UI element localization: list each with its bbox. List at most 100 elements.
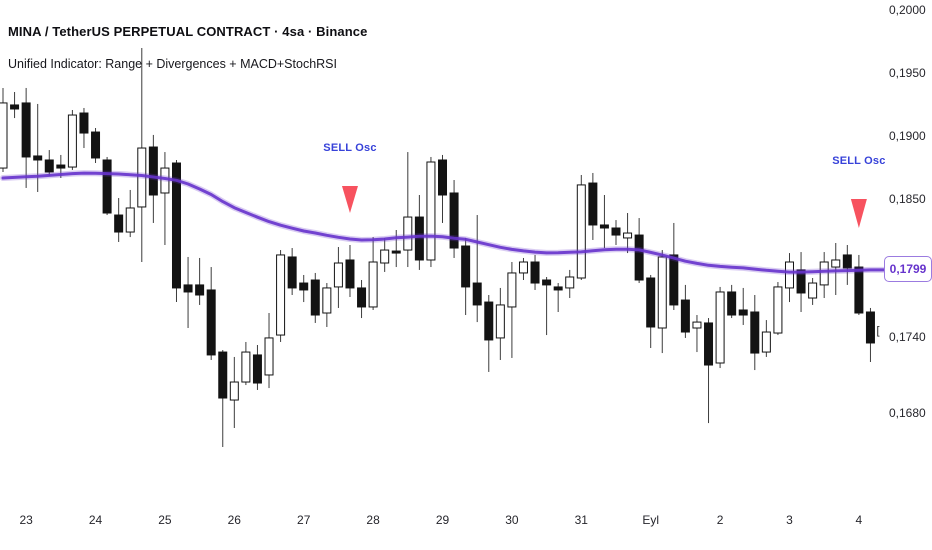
- price-tick-label: 0,1680: [889, 406, 926, 420]
- time-tick-label: 23: [19, 513, 33, 527]
- candle-body-down: [206, 289, 216, 356]
- candle-body-down: [611, 227, 621, 236]
- candle-body-down: [218, 351, 228, 399]
- time-tick-label: 3: [786, 513, 793, 527]
- candle-body-down: [588, 182, 598, 226]
- time-tick-label: 24: [88, 513, 103, 527]
- time-tick-label: 28: [366, 513, 380, 527]
- candle-body-down: [865, 311, 875, 344]
- price-tick-label: 0,1740: [889, 330, 926, 345]
- ma-value-label: 0,1799: [884, 256, 932, 283]
- candle-body-up: [125, 207, 135, 233]
- candle-body-down: [21, 102, 31, 158]
- candle-body-up: [264, 337, 274, 376]
- time-tick-label: 29: [435, 513, 450, 527]
- candle-body-up: [761, 331, 771, 353]
- candle-body-up: [403, 216, 413, 251]
- candle-body-up: [773, 286, 783, 334]
- ma-value-text: 0,1799: [889, 262, 927, 277]
- candle-body-down: [114, 214, 124, 233]
- time-tick-label: 26: [227, 513, 241, 527]
- candle-body-up: [333, 262, 343, 288]
- price-tick-label: 0,2000: [889, 3, 926, 17]
- candle-body-up: [657, 256, 667, 329]
- candle-body-down: [56, 164, 66, 169]
- time-tick-label: 4: [855, 513, 863, 527]
- candle-body-up: [67, 114, 77, 168]
- price-tick-label: 0,1900: [889, 128, 926, 143]
- candle-body-up: [507, 272, 517, 308]
- price-tick-label: 0,1950: [889, 65, 926, 80]
- candle-body-up: [623, 232, 633, 239]
- candle-body-down: [750, 311, 760, 354]
- candle-body-down: [310, 279, 320, 316]
- candle-body-down: [727, 291, 737, 316]
- time-tick-label: 2: [716, 513, 724, 527]
- time-tick-label: Eyl: [642, 513, 660, 527]
- candle-body-down: [171, 162, 181, 289]
- candle-body-up: [380, 249, 390, 264]
- candle-body-down: [530, 261, 540, 284]
- candle-body-down: [669, 254, 679, 306]
- candle-body-down: [79, 112, 89, 134]
- sell-signal-triangle-icon: [341, 186, 358, 213]
- candle-body-up: [692, 321, 702, 329]
- sell-signal-label: SELL Osc: [323, 142, 377, 154]
- candle-body-down: [796, 269, 806, 294]
- candle-body-up: [576, 184, 586, 279]
- candle-body-down: [680, 299, 690, 333]
- candle-body-down: [599, 224, 609, 229]
- candle-body-down: [10, 104, 20, 110]
- sell-signal-triangle-icon: [850, 199, 867, 228]
- candle-body-down: [44, 159, 54, 173]
- candle-body-down: [345, 259, 355, 289]
- candle-body-down: [438, 159, 448, 196]
- time-tick-label: 31: [574, 513, 588, 527]
- candle-body-down: [634, 234, 644, 281]
- candle-body-up: [368, 261, 378, 308]
- candle-body-down: [414, 216, 424, 261]
- candle-body-down: [183, 284, 193, 293]
- candle-body-up: [715, 291, 725, 364]
- candle-body-down: [33, 155, 43, 161]
- candle-body-up: [229, 381, 239, 401]
- candle-body-up: [322, 287, 332, 314]
- time-tick-label: 30: [505, 513, 519, 527]
- candle-body-up: [495, 304, 505, 339]
- candle-body-down: [195, 284, 205, 296]
- candle-body-up: [784, 261, 794, 289]
- candle-body-down: [461, 245, 471, 288]
- candle-body-down: [842, 254, 852, 269]
- candle-body-down: [542, 279, 552, 286]
- candle-body-down: [646, 277, 656, 328]
- candle-body-down: [449, 192, 459, 249]
- candle-body-up: [0, 102, 8, 169]
- candle-body-down: [91, 131, 101, 159]
- ma-line: [1, 171, 886, 274]
- time-tick-label: 25: [158, 513, 172, 527]
- last-bar-marker: [: [876, 325, 880, 337]
- candle-body-down: [484, 301, 494, 341]
- candle-body-down: [553, 286, 563, 291]
- candle-body-down: [472, 282, 482, 306]
- candle-body-up: [241, 351, 251, 383]
- candle-body-down: [738, 309, 748, 316]
- candle-body-down: [704, 322, 714, 366]
- candle-body-up: [518, 261, 528, 274]
- candle-body-up: [565, 276, 575, 289]
- indicator-title: Unified Indicator: Range + Divergences +…: [8, 57, 337, 71]
- candle-body-down: [287, 256, 297, 289]
- candle-body-up: [831, 259, 841, 268]
- sell-signal-label: SELL Osc: [832, 155, 886, 167]
- candle-body-up: [808, 282, 818, 299]
- candle-body-up: [276, 254, 286, 336]
- candle-body-down: [357, 287, 367, 308]
- candle-body-down: [854, 266, 864, 314]
- candle-body-down: [148, 146, 158, 196]
- time-tick-label: 27: [297, 513, 311, 527]
- candle-body-up: [426, 161, 436, 261]
- candle-body-down: [299, 282, 309, 291]
- candle-body-up: [819, 261, 829, 286]
